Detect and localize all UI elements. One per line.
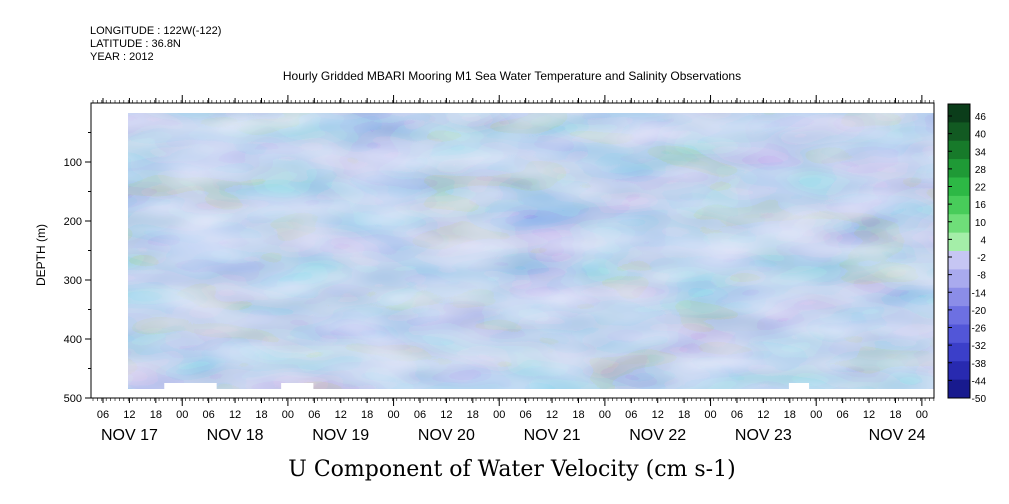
colorbar-label: -44 [972, 376, 987, 387]
x-hour-label: 00 [387, 409, 399, 421]
colorbar-label: -8 [977, 271, 986, 282]
field-noise [128, 113, 934, 389]
x-hour-label: 00 [599, 409, 611, 421]
colorbar-swatch [948, 379, 970, 399]
latitude-label: LATITUDE : 36.8N [90, 38, 181, 50]
colorbar-swatch [948, 232, 970, 252]
chart-title: Hourly Gridded MBARI Mooring M1 Sea Wate… [283, 69, 741, 83]
x-hour-label: 12 [440, 409, 452, 421]
missing-segment [164, 383, 217, 389]
missing-segment [281, 383, 314, 389]
colorbar-label: -26 [972, 324, 987, 335]
colorbar-swatch [948, 122, 970, 142]
x-hour-label: 18 [255, 409, 267, 421]
x-hour-label: 18 [678, 409, 690, 421]
x-hour-label: 06 [520, 409, 532, 421]
colorbar-swatch [948, 269, 970, 289]
x-hour-label: 12 [123, 409, 135, 421]
y-axis-label: DEPTH (m) [34, 224, 48, 286]
x-hour-label: 12 [652, 409, 664, 421]
y-tick-label: 100 [64, 157, 82, 169]
x-hour-label: 18 [572, 409, 584, 421]
colorbar-swatch [948, 104, 970, 123]
x-hour-label: 00 [493, 409, 505, 421]
x-hour-label: 00 [282, 409, 294, 421]
x-hour-label: 06 [203, 409, 215, 421]
colorbar-swatch [948, 214, 970, 234]
x-hour-label: 00 [916, 409, 928, 421]
colorbar-label: 34 [975, 147, 987, 158]
x-hour-label: 06 [731, 409, 743, 421]
velocity-field [128, 113, 934, 389]
colorbar-label: -50 [972, 394, 987, 405]
x-day-label: NOV 20 [418, 427, 475, 444]
y-tick-label: 500 [64, 393, 82, 405]
missing-segment [788, 383, 810, 389]
x-hour-label: 12 [546, 409, 558, 421]
y-tick-label: 200 [64, 216, 82, 228]
x-day-label: NOV 21 [524, 427, 581, 444]
x-hour-label: 06 [836, 409, 848, 421]
y-tick-label: 300 [64, 275, 82, 287]
x-hour-label: 12 [757, 409, 769, 421]
x-hour-label: 18 [361, 409, 373, 421]
minor-ticks [92, 100, 935, 401]
colorbar-label: 4 [980, 235, 986, 246]
x-hour-label: 12 [335, 409, 347, 421]
x-hour-label: 18 [150, 409, 162, 421]
colorbar-label: -2 [977, 253, 986, 264]
x-hour-label: 18 [467, 409, 479, 421]
colorbar-swatch [948, 195, 970, 215]
colorbar-label: 16 [975, 200, 987, 211]
colorbar-swatch [948, 306, 970, 325]
x-day-label: NOV 19 [312, 427, 369, 444]
colorbar-swatch [948, 251, 970, 270]
colorbar-label: 40 [975, 130, 987, 141]
colorbar-label: -20 [972, 306, 987, 317]
x-hour-label: 12 [229, 409, 241, 421]
colorbar-label: 22 [975, 183, 987, 194]
x-hour-label: 18 [784, 409, 796, 421]
longitude-label: LONGITUDE : 122W(-122) [90, 25, 221, 37]
colorbar-swatch [948, 361, 970, 381]
colorbar-frame [947, 103, 971, 399]
x-hour-label: 00 [176, 409, 188, 421]
colorbar-label: -32 [972, 341, 987, 352]
x-hour-label: 12 [863, 409, 875, 421]
colorbar-swatch [948, 140, 970, 160]
colorbar-label: 46 [975, 112, 987, 123]
colorbar-label: 28 [975, 165, 987, 176]
x-day-label: NOV 17 [101, 427, 158, 444]
x-hour-label: 06 [308, 409, 320, 421]
x-axis: 06 12 18 00 06 12 18 00 06 12 18 00 06 12 18 00 06 12 18 00… [97, 95, 928, 444]
x-hour-label: 00 [810, 409, 822, 421]
colorbar-label: 10 [975, 218, 987, 229]
colorbar-swatch [948, 287, 970, 307]
x-hour-label: 06 [414, 409, 426, 421]
colorbar-swatch [948, 177, 970, 197]
field-tint [128, 113, 934, 389]
colorbar-swatch [948, 324, 970, 344]
x-day-label: NOV 22 [629, 427, 686, 444]
x-day-label: NOV 23 [735, 427, 792, 444]
missing-data-segments [164, 383, 810, 389]
x-hour-label: 06 [97, 409, 109, 421]
y-axis: 100 200 300 400 500 [64, 132, 91, 405]
y-tick-label: 400 [64, 334, 82, 346]
x-hour-label: 06 [625, 409, 637, 421]
year-label: YEAR : 2012 [90, 51, 154, 63]
x-axis-label: U Component of Water Velocity (cm s-1) [288, 457, 735, 482]
colorbar-swatch [948, 342, 970, 362]
x-hour-label: 00 [704, 409, 716, 421]
x-hour-label: 18 [889, 409, 901, 421]
colorbar-label: -14 [972, 288, 987, 299]
x-day-label: NOV 18 [207, 427, 264, 444]
colorbar: 46 40 34 28 22 16 10 4 -2 -8 -14 -20 -26 -32 -38 -44 -50 [947, 103, 987, 405]
x-day-label: NOV 24 [869, 427, 926, 444]
colorbar-swatch [948, 159, 970, 178]
colorbar-label: -38 [972, 359, 987, 370]
